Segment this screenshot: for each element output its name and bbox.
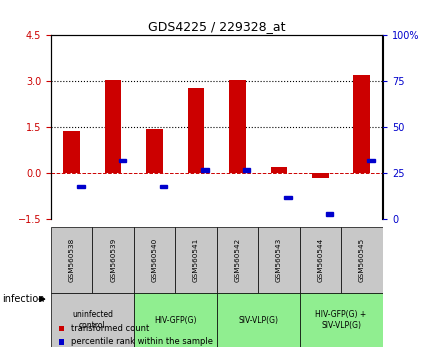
Bar bbox=[354, 75, 370, 173]
Bar bbox=[92, 227, 134, 293]
Bar bbox=[367, 159, 374, 162]
Text: GSM560543: GSM560543 bbox=[276, 238, 282, 282]
Text: GSM560545: GSM560545 bbox=[359, 238, 365, 282]
Bar bbox=[271, 167, 287, 173]
Bar bbox=[134, 293, 217, 347]
Text: GSM560539: GSM560539 bbox=[110, 238, 116, 282]
Text: GSM560541: GSM560541 bbox=[193, 238, 199, 282]
Bar bbox=[284, 195, 292, 199]
Text: GSM560540: GSM560540 bbox=[152, 238, 158, 282]
Bar bbox=[63, 131, 80, 173]
Text: HIV-GFP(G) +
SIV-VLP(G): HIV-GFP(G) + SIV-VLP(G) bbox=[315, 310, 367, 330]
Text: uninfected
control: uninfected control bbox=[72, 310, 113, 330]
Bar bbox=[119, 159, 126, 162]
Bar bbox=[341, 227, 382, 293]
Text: SIV-VLP(G): SIV-VLP(G) bbox=[238, 316, 278, 325]
Text: HIV-GFP(G): HIV-GFP(G) bbox=[154, 316, 196, 325]
Bar bbox=[229, 80, 246, 173]
Bar bbox=[51, 293, 134, 347]
Legend: transformed count, percentile rank within the sample: transformed count, percentile rank withi… bbox=[55, 321, 216, 350]
Bar bbox=[146, 129, 163, 173]
Title: GDS4225 / 229328_at: GDS4225 / 229328_at bbox=[148, 20, 286, 33]
Bar bbox=[258, 227, 300, 293]
Bar bbox=[217, 293, 300, 347]
Bar bbox=[300, 227, 341, 293]
Text: GSM560542: GSM560542 bbox=[235, 238, 241, 282]
Bar bbox=[134, 227, 175, 293]
Text: infection: infection bbox=[2, 294, 45, 304]
Bar bbox=[188, 87, 204, 173]
Bar bbox=[175, 227, 217, 293]
Bar bbox=[201, 168, 209, 172]
Bar bbox=[326, 212, 333, 216]
Bar bbox=[160, 184, 167, 188]
Text: GSM560538: GSM560538 bbox=[69, 238, 75, 282]
Bar bbox=[51, 227, 92, 293]
Bar bbox=[243, 168, 250, 172]
Bar bbox=[105, 80, 122, 173]
Bar bbox=[217, 227, 258, 293]
Bar bbox=[312, 173, 329, 178]
Text: GSM560544: GSM560544 bbox=[317, 238, 323, 282]
Bar bbox=[77, 184, 85, 188]
Bar bbox=[300, 293, 382, 347]
